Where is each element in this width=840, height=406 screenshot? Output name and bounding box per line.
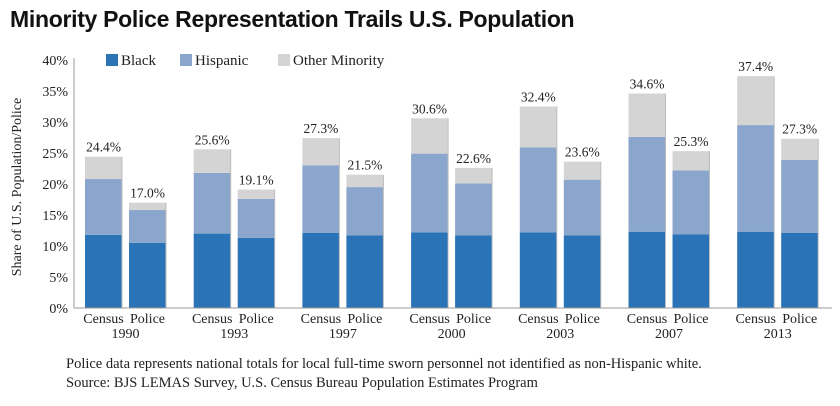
x-bar-label: Census	[735, 312, 775, 327]
x-bar-label: Police	[674, 312, 709, 327]
bar-other-minority	[193, 149, 231, 173]
legend-label: Hispanic	[195, 53, 249, 69]
bar-total-label: 32.4%	[521, 90, 556, 105]
bar-hispanic	[85, 179, 122, 235]
bar-total-label: 30.6%	[412, 101, 447, 116]
legend-swatch	[180, 54, 192, 66]
x-bar-label: Police	[239, 312, 274, 327]
x-group-label: 1990	[112, 327, 140, 342]
bar-black	[346, 235, 384, 308]
x-bar-label: Police	[347, 312, 382, 327]
y-tick-label: 35%	[42, 85, 68, 100]
x-bar-label: Census	[83, 312, 123, 327]
x-group-label: 2013	[764, 327, 792, 342]
bar-other-minority	[563, 161, 601, 180]
bar-black	[193, 233, 231, 308]
bar-hispanic	[628, 136, 666, 232]
bar-black	[302, 232, 340, 308]
bar-black	[781, 232, 819, 308]
y-tick-label: 5%	[49, 271, 68, 286]
y-tick-label: 40%	[42, 54, 68, 69]
x-bar-label: Police	[130, 312, 165, 327]
x-bar-label: Census	[301, 312, 341, 327]
bar-other-minority	[781, 138, 819, 160]
bar-total-label: 25.6%	[195, 132, 230, 147]
bar-total-label: 27.3%	[782, 122, 817, 137]
bar-hispanic	[302, 165, 340, 233]
x-group-label: 1997	[329, 327, 357, 342]
bar-hispanic	[563, 179, 601, 236]
bar-other-minority	[519, 106, 557, 148]
bar-black	[85, 234, 122, 308]
bar-hispanic	[193, 172, 231, 234]
bar-other-minority	[737, 76, 775, 126]
bar-black	[455, 235, 493, 308]
bar-total-label: 27.3%	[303, 121, 338, 136]
bar-black	[737, 231, 775, 308]
bar-total-label: 25.3%	[674, 134, 709, 149]
bar-hispanic	[781, 159, 819, 233]
x-group-label: 2003	[546, 327, 574, 342]
x-bar-label: Census	[518, 312, 558, 327]
x-bar-label: Police	[782, 312, 817, 327]
chart-title: Minority Police Representation Trails U.…	[10, 6, 575, 32]
bar-other-minority	[346, 174, 384, 188]
bar-hispanic	[237, 198, 275, 238]
bar-hispanic	[129, 210, 166, 243]
x-bar-label: Police	[456, 312, 491, 327]
x-group-label: 2000	[438, 327, 466, 342]
x-group-label: 1993	[220, 327, 248, 342]
y-tick-label: 0%	[49, 302, 68, 317]
bar-total-label: 23.6%	[565, 145, 600, 160]
legend-label: Black	[121, 53, 156, 69]
bar-total-label: 19.1%	[239, 173, 274, 188]
y-tick-label: 10%	[42, 240, 68, 255]
bar-other-minority	[411, 118, 449, 154]
source-note: Source: BJS LEMAS Survey, U.S. Census Bu…	[66, 375, 538, 391]
bar-other-minority	[628, 93, 666, 137]
bar-hispanic	[411, 153, 449, 233]
bar-other-minority	[672, 151, 710, 171]
y-tick-label: 25%	[42, 147, 68, 162]
bar-other-minority	[302, 138, 340, 166]
y-tick-label: 30%	[42, 116, 68, 131]
y-axis-label: Share of U.S. Population/Police	[10, 98, 25, 277]
bar-hispanic	[519, 147, 557, 233]
y-tick-label: 15%	[42, 209, 68, 224]
bar-total-label: 37.4%	[738, 59, 773, 74]
bar-black	[628, 231, 666, 308]
x-bar-label: Census	[409, 312, 449, 327]
bar-other-minority	[455, 167, 493, 184]
legend-swatch	[278, 54, 290, 66]
legend-swatch	[106, 54, 118, 66]
x-bar-label: Census	[627, 312, 667, 327]
bar-other-minority	[237, 189, 275, 199]
bar-black	[411, 232, 449, 308]
bar-black	[672, 234, 710, 308]
bar-hispanic	[737, 125, 775, 232]
bar-other-minority	[85, 156, 122, 180]
bar-total-label: 17.0%	[130, 186, 165, 201]
bar-total-label: 22.6%	[456, 151, 491, 166]
y-tick-label: 20%	[42, 178, 68, 193]
bar-black	[563, 235, 601, 308]
x-bar-label: Police	[565, 312, 600, 327]
bar-other-minority	[129, 202, 166, 211]
bar-hispanic	[455, 183, 493, 236]
bar-total-label: 34.6%	[630, 76, 665, 91]
bar-hispanic	[672, 170, 710, 235]
bar-black	[237, 237, 275, 308]
x-bar-label: Census	[192, 312, 232, 327]
bar-hispanic	[346, 187, 384, 236]
bar-black	[129, 242, 166, 308]
legend-label: Other Minority	[293, 53, 385, 69]
bar-black	[519, 232, 557, 308]
x-group-label: 2007	[655, 327, 683, 342]
footnote: Police data represents national totals f…	[66, 356, 702, 372]
bar-total-label: 21.5%	[347, 158, 382, 173]
bar-total-label: 24.4%	[86, 140, 121, 155]
